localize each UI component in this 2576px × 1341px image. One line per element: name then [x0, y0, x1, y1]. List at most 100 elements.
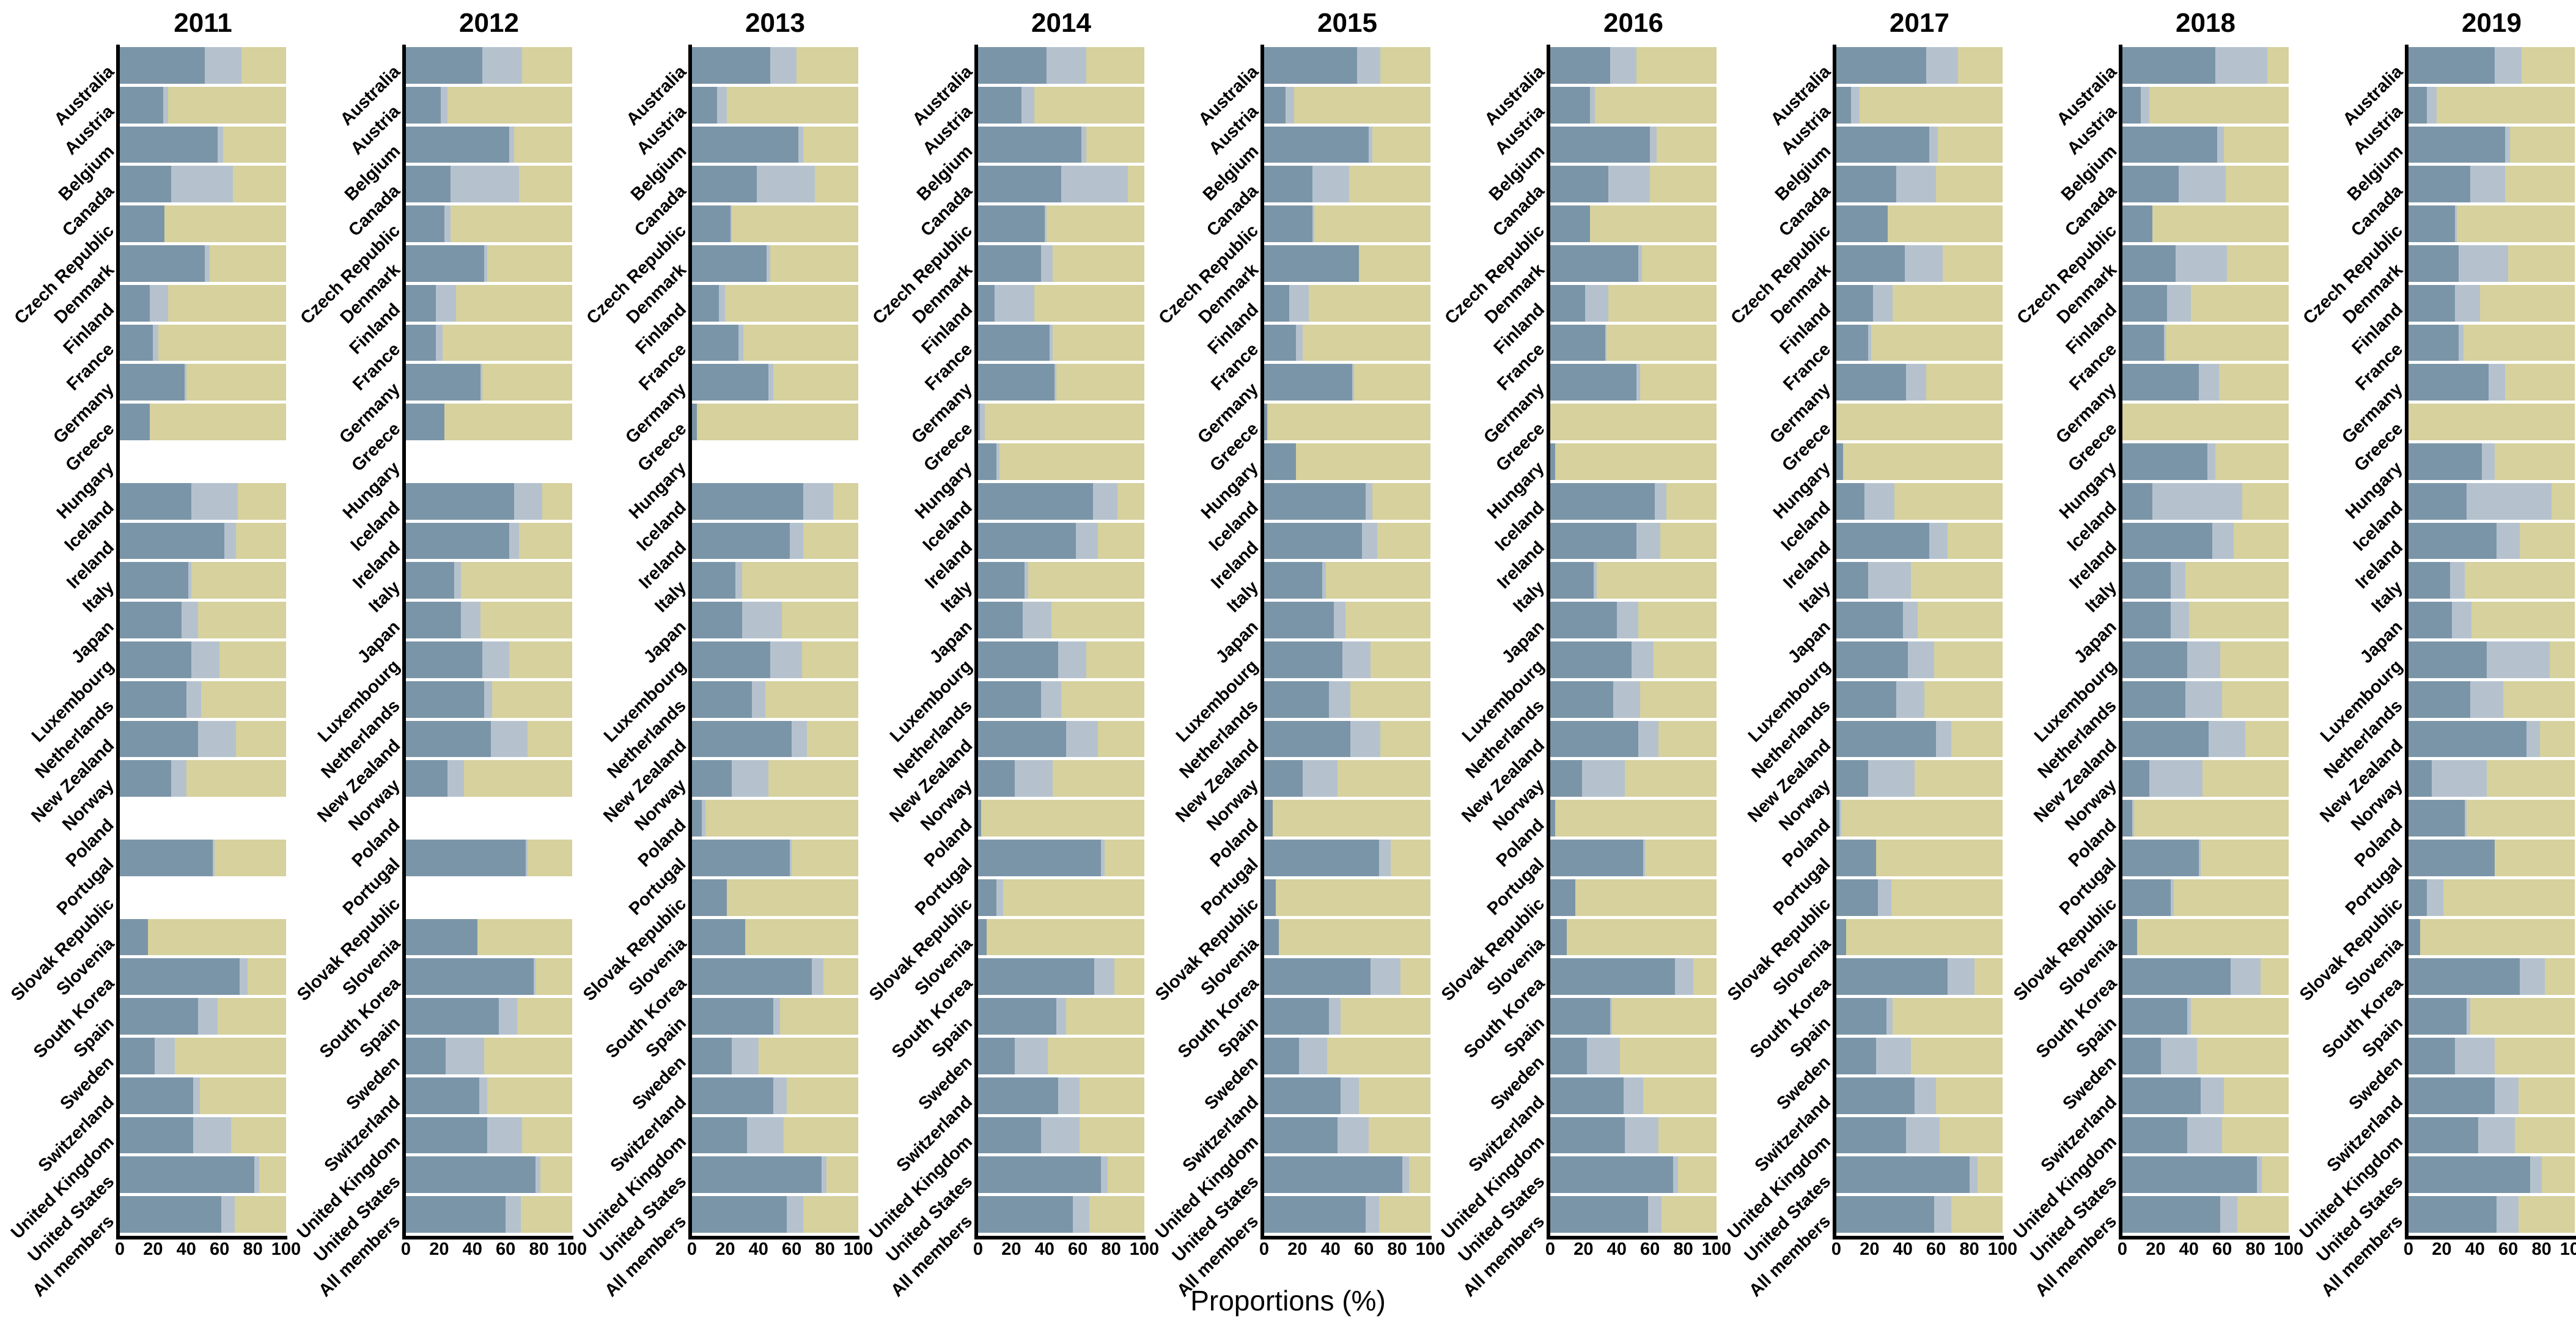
bar-segment-tan [2508, 245, 2575, 282]
bar-row-slovak-republic [978, 879, 1144, 916]
bar-row-australia [1550, 47, 1717, 84]
bar-row-slovak-republic [120, 879, 286, 916]
bar-segment-tan [1926, 364, 2003, 401]
bar-segment-light [1049, 324, 1053, 361]
bar-row-austria [1264, 86, 1430, 124]
bar-segment-tan [1894, 482, 2003, 520]
bar-segment-dark [120, 1196, 221, 1233]
bar-row-south-korea [2409, 958, 2575, 996]
bar-segment-tan [2521, 47, 2575, 84]
bar-segment-dark [1550, 364, 1637, 401]
bar-segment-tan [236, 720, 286, 758]
bar-row-australia [978, 47, 1144, 84]
bar-row-iceland [978, 482, 1144, 520]
bar-segment-tan [826, 1156, 858, 1194]
bar-row-iceland [2122, 482, 2289, 520]
bar-segment-light [2455, 284, 2480, 322]
bar-segment-dark [1550, 1117, 1625, 1154]
bar-segment-light [2526, 720, 2540, 758]
x-axis-line [2405, 1236, 2576, 1239]
country-label: Japan [1212, 616, 1262, 667]
bar-segment-light [446, 1038, 484, 1074]
bar-segment-dark [2409, 166, 2470, 203]
bar-segment-tan [1836, 404, 2003, 440]
bar-segment-tan [455, 284, 572, 322]
bar-row-canada [2409, 166, 2575, 203]
bar-segment-tan [801, 641, 858, 678]
bar-segment-light [2455, 205, 2457, 242]
bar-segment-dark [1836, 998, 1886, 1035]
bar-row-finland [978, 284, 1144, 322]
bar-segment-tan [236, 522, 286, 560]
bar-row-sweden [1264, 1038, 1430, 1074]
bar-segment-dark [406, 166, 451, 203]
bar-row-australia [2122, 47, 2289, 84]
bar-row-new-zealand [2409, 720, 2575, 758]
bar-row-netherlands [120, 681, 286, 718]
x-tick-label: 40 [1606, 1239, 1627, 1259]
panel-title: 2011 [174, 8, 232, 38]
bar-segment-light [1625, 1117, 1658, 1154]
bar-segment-light [479, 1077, 488, 1114]
bar-row-slovenia [1264, 918, 1430, 956]
bar-segment-tan [1272, 800, 1430, 837]
bar-row-luxembourg [692, 641, 858, 678]
bar-row-iceland [1836, 482, 2003, 520]
bar-segment-tan [783, 1117, 858, 1154]
bar-segment-tan [2463, 324, 2575, 361]
bar-segment-light [1295, 324, 1303, 361]
x-axis-line [1547, 1236, 1718, 1239]
bar-segment-dark [978, 602, 1023, 638]
bar-segment-dark [692, 681, 752, 718]
bar-segment-dark [1836, 47, 1926, 84]
bar-segment-dark [1836, 126, 1930, 163]
bar-segment-dark [1550, 245, 1639, 282]
bar-segment-tan [158, 324, 286, 361]
bar-segment-tan [1871, 324, 2003, 361]
bar-segment-light [732, 1038, 759, 1074]
bar-row-south-korea [406, 958, 572, 996]
bar-segment-dark [2122, 482, 2152, 520]
bar-segment-tan [1937, 126, 2003, 163]
bar-segment-light [2450, 562, 2465, 599]
bar-segment-light [149, 284, 168, 322]
bar-segment-tan [1891, 879, 2003, 916]
bar-segment-dark [692, 166, 757, 203]
bar-segment-light [1041, 681, 1061, 718]
bar-segment-dark [2122, 86, 2141, 124]
bar-segment-light [171, 760, 186, 797]
bar-segment-dark [978, 641, 1058, 678]
bar-segment-light [718, 284, 726, 322]
bar-row-hungary [406, 443, 572, 480]
x-tick-label: 100 [2273, 1239, 2304, 1259]
bar-segment-tan [232, 166, 286, 203]
bar-row-belgium [406, 126, 572, 163]
bar-segment-dark [2409, 245, 2459, 282]
bar-segment-light [186, 681, 202, 718]
bar-segment-dark [692, 602, 742, 638]
bar-segment-tan [1590, 205, 1717, 242]
bar-segment-dark [2122, 364, 2199, 401]
bar-segment-dark [1836, 166, 1896, 203]
bar-segment-tan [509, 641, 572, 678]
bar-row-new-zealand [1550, 720, 1717, 758]
bar-segment-tan [149, 404, 286, 440]
x-axis-line [1260, 1236, 1432, 1239]
bar-segment-light [735, 562, 742, 599]
bar-segment-tan [1325, 562, 1430, 599]
x-tick-label: 80 [1673, 1239, 1693, 1259]
bar-segment-tan [773, 364, 858, 401]
bar-row-belgium [120, 126, 286, 163]
bar-segment-tan [231, 1117, 286, 1154]
bar-row-switzerland [1550, 1077, 1717, 1114]
bar-segment-tan [1314, 205, 1430, 242]
bar-segment-tan [1294, 86, 1430, 124]
bar-segment-tan [1625, 760, 1717, 797]
bar-segment-tan [218, 998, 286, 1035]
bar-row-new-zealand [692, 720, 858, 758]
bar-segment-light [2520, 958, 2545, 996]
bar-segment-light [2132, 800, 2135, 837]
bar-segment-light [2478, 1117, 2515, 1154]
bar-segment-light [2530, 1156, 2542, 1194]
bar-segment-dark [978, 840, 1102, 876]
